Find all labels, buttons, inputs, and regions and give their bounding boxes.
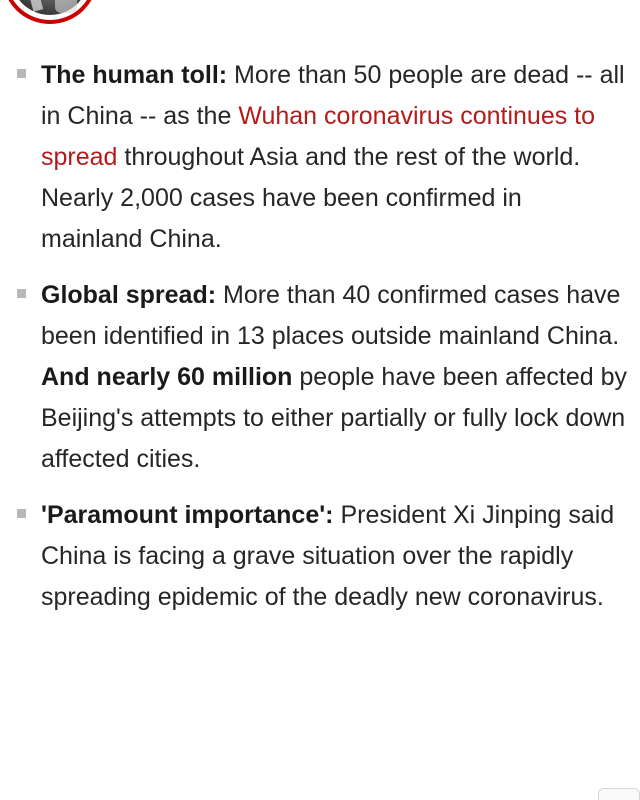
avatar [2, 0, 98, 24]
list-item: Global spread: More than 40 confirmed ca… [0, 275, 640, 480]
square-bullet-icon [17, 509, 26, 518]
bullet-lead: Global spread: [41, 281, 217, 309]
bullet-text: people have been affected by Beijing's a… [41, 363, 627, 473]
square-bullet-icon [17, 289, 26, 298]
bullet-text: throughout Asia and the rest of the worl… [41, 143, 581, 253]
list-item: 'Paramount importance': President Xi Jin… [0, 495, 640, 618]
square-bullet-icon [17, 69, 26, 78]
story-highlights-list: The human toll: More than 50 people are … [0, 55, 640, 633]
bullet-text: More than 50 people are dead -- all in C… [41, 61, 625, 130]
bullet-text: President Xi Jinping said China is facin… [41, 501, 615, 611]
inline-link[interactable]: Wuhan coronavirus continues to spread [41, 102, 596, 171]
list-item: The human toll: More than 50 people are … [0, 55, 640, 260]
bullet-text: More than 40 confirmed cases have been i… [41, 281, 621, 350]
avatar-photo [11, 0, 89, 15]
corner-control[interactable] [598, 788, 640, 800]
bullet-lead: The human toll: [41, 61, 228, 89]
bold-emphasis: And nearly 60 million [41, 363, 293, 391]
bullet-lead: 'Paramount importance': [41, 501, 334, 529]
